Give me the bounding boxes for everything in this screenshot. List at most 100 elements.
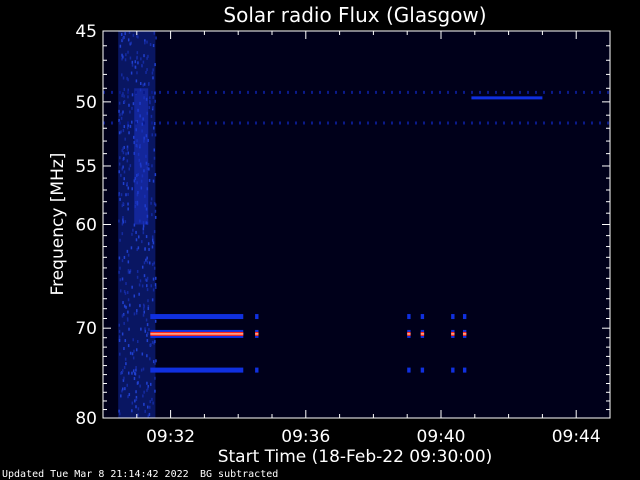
noise-speck bbox=[123, 321, 125, 325]
noise-speck bbox=[119, 238, 121, 242]
noise-speck bbox=[141, 64, 143, 68]
noise-speck bbox=[153, 126, 155, 130]
noise-speck bbox=[131, 106, 133, 110]
noise-speck bbox=[145, 70, 147, 74]
x-tick-label: 09:36 bbox=[281, 427, 330, 447]
noise-speck bbox=[135, 79, 138, 83]
noise-speck bbox=[129, 124, 132, 128]
noise-speck bbox=[129, 303, 131, 307]
noise-speck bbox=[132, 369, 135, 373]
noise-speck bbox=[135, 311, 138, 315]
noise-speck bbox=[121, 277, 124, 281]
noise-speck bbox=[129, 351, 132, 355]
noise-speck bbox=[143, 82, 146, 86]
noise-speck bbox=[151, 298, 154, 302]
y-tick-label: 45 bbox=[75, 22, 97, 42]
noise-speck bbox=[122, 55, 124, 59]
noise-speck bbox=[139, 384, 141, 388]
noise-speck bbox=[150, 284, 153, 288]
noise-speck bbox=[146, 260, 149, 264]
noise-speck bbox=[121, 53, 123, 57]
noise-speck bbox=[127, 371, 130, 375]
noise-speck bbox=[118, 170, 120, 174]
noise-speck bbox=[148, 106, 151, 110]
noise-speck bbox=[147, 405, 149, 409]
noise-speck bbox=[151, 133, 154, 137]
noise-speck bbox=[133, 312, 136, 316]
noise-speck bbox=[128, 31, 131, 35]
noise-speck bbox=[119, 197, 121, 201]
noise-speck bbox=[141, 284, 144, 288]
noise-speck bbox=[125, 53, 127, 57]
noise-speck bbox=[127, 260, 130, 264]
noise-speck bbox=[118, 270, 120, 274]
noise-speck bbox=[128, 131, 130, 135]
noise-speck bbox=[135, 368, 137, 372]
noise-speck bbox=[128, 103, 130, 107]
noise-speck bbox=[118, 339, 121, 343]
noise-speck bbox=[122, 92, 124, 96]
noise-speck bbox=[121, 94, 123, 98]
noise-speck bbox=[130, 41, 133, 45]
noise-speck bbox=[122, 218, 124, 222]
noise-speck bbox=[146, 256, 148, 260]
noise-speck bbox=[124, 387, 126, 391]
noise-speck bbox=[140, 57, 142, 61]
noise-speck bbox=[138, 292, 140, 296]
noise-speck bbox=[126, 383, 129, 387]
noise-speck bbox=[152, 277, 155, 281]
noise-speck bbox=[152, 236, 154, 240]
noise-speck bbox=[121, 112, 123, 116]
noise-speck bbox=[148, 167, 150, 171]
noise-speck bbox=[153, 341, 155, 345]
noise-speck bbox=[142, 224, 145, 228]
emission-segment bbox=[407, 367, 411, 373]
noise-speck bbox=[146, 331, 149, 335]
noise-speck bbox=[137, 407, 140, 411]
noise-speck bbox=[120, 32, 123, 36]
noise-speck bbox=[134, 65, 137, 69]
noise-speck bbox=[123, 177, 125, 181]
y-tick-label: 80 bbox=[75, 409, 97, 429]
noise-speck bbox=[121, 167, 124, 171]
noise-speck bbox=[147, 304, 150, 308]
noise-speck bbox=[125, 193, 127, 197]
noise-speck bbox=[141, 352, 144, 356]
noise-speck bbox=[151, 397, 153, 401]
emission-segment bbox=[150, 314, 244, 320]
noise-speck bbox=[151, 164, 153, 168]
noise-speck bbox=[152, 288, 155, 292]
noise-speck bbox=[131, 409, 133, 413]
noise-speck bbox=[127, 151, 129, 155]
emission-segment bbox=[420, 367, 425, 373]
noise-speck bbox=[123, 156, 125, 160]
noise-speck bbox=[142, 227, 145, 231]
noise-speck bbox=[135, 348, 138, 352]
noise-speck bbox=[120, 130, 122, 134]
noise-speck bbox=[131, 285, 133, 289]
noise-speck bbox=[143, 402, 145, 406]
noise-speck bbox=[126, 249, 129, 253]
noise-speck bbox=[137, 246, 140, 250]
noise-speck bbox=[139, 279, 142, 283]
noise-speck bbox=[120, 193, 123, 197]
noise-speck bbox=[134, 399, 136, 403]
noise-speck bbox=[131, 371, 133, 375]
emission-segment bbox=[407, 314, 411, 320]
noise-speck bbox=[121, 232, 124, 236]
noise-speck bbox=[133, 377, 136, 381]
noise-speck bbox=[154, 283, 157, 287]
noise-speck bbox=[126, 291, 129, 295]
noise-speck bbox=[131, 232, 133, 236]
noise-speck bbox=[137, 381, 139, 385]
x-axis-label: Start Time (18-Feb-22 09:30:00) bbox=[218, 447, 493, 467]
noise-speck bbox=[154, 209, 157, 213]
noise-speck bbox=[150, 343, 152, 347]
noise-speck bbox=[154, 215, 157, 219]
noise-speck bbox=[126, 159, 129, 163]
noise-speck bbox=[126, 147, 129, 151]
noise-speck bbox=[131, 352, 134, 356]
noise-speck bbox=[123, 125, 126, 129]
noise-speck bbox=[135, 390, 137, 394]
noise-speck bbox=[142, 313, 145, 317]
